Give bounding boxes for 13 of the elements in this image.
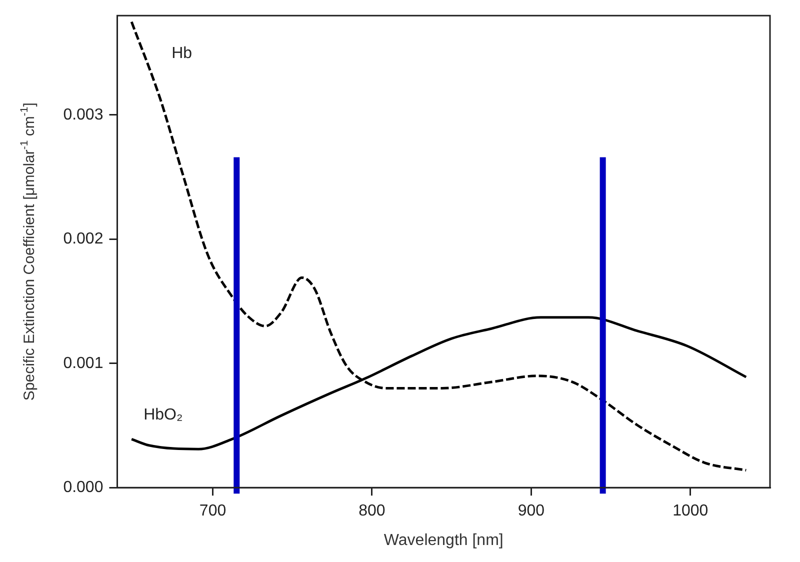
x-axis-title: Wavelength [nm] [384, 532, 504, 549]
y-axis-title: Specific Extinction Coefficient [μmolar-1 cm-1] [18, 102, 38, 401]
series-label: Hb [172, 45, 192, 62]
y-tick-label: 0.001 [63, 354, 104, 372]
series-label: HbO₂ [144, 406, 183, 424]
x-tick-label: 700 [199, 502, 226, 520]
x-tick-label: 800 [358, 502, 386, 520]
y-tick-label: 0.003 [63, 106, 104, 124]
x-tick-label: 1000 [672, 502, 708, 520]
y-tick-label: 0.002 [63, 230, 104, 248]
line-series [130, 20, 748, 472]
x-tick-label: 900 [518, 502, 545, 520]
y-tick-label: 0.000 [63, 479, 104, 496]
